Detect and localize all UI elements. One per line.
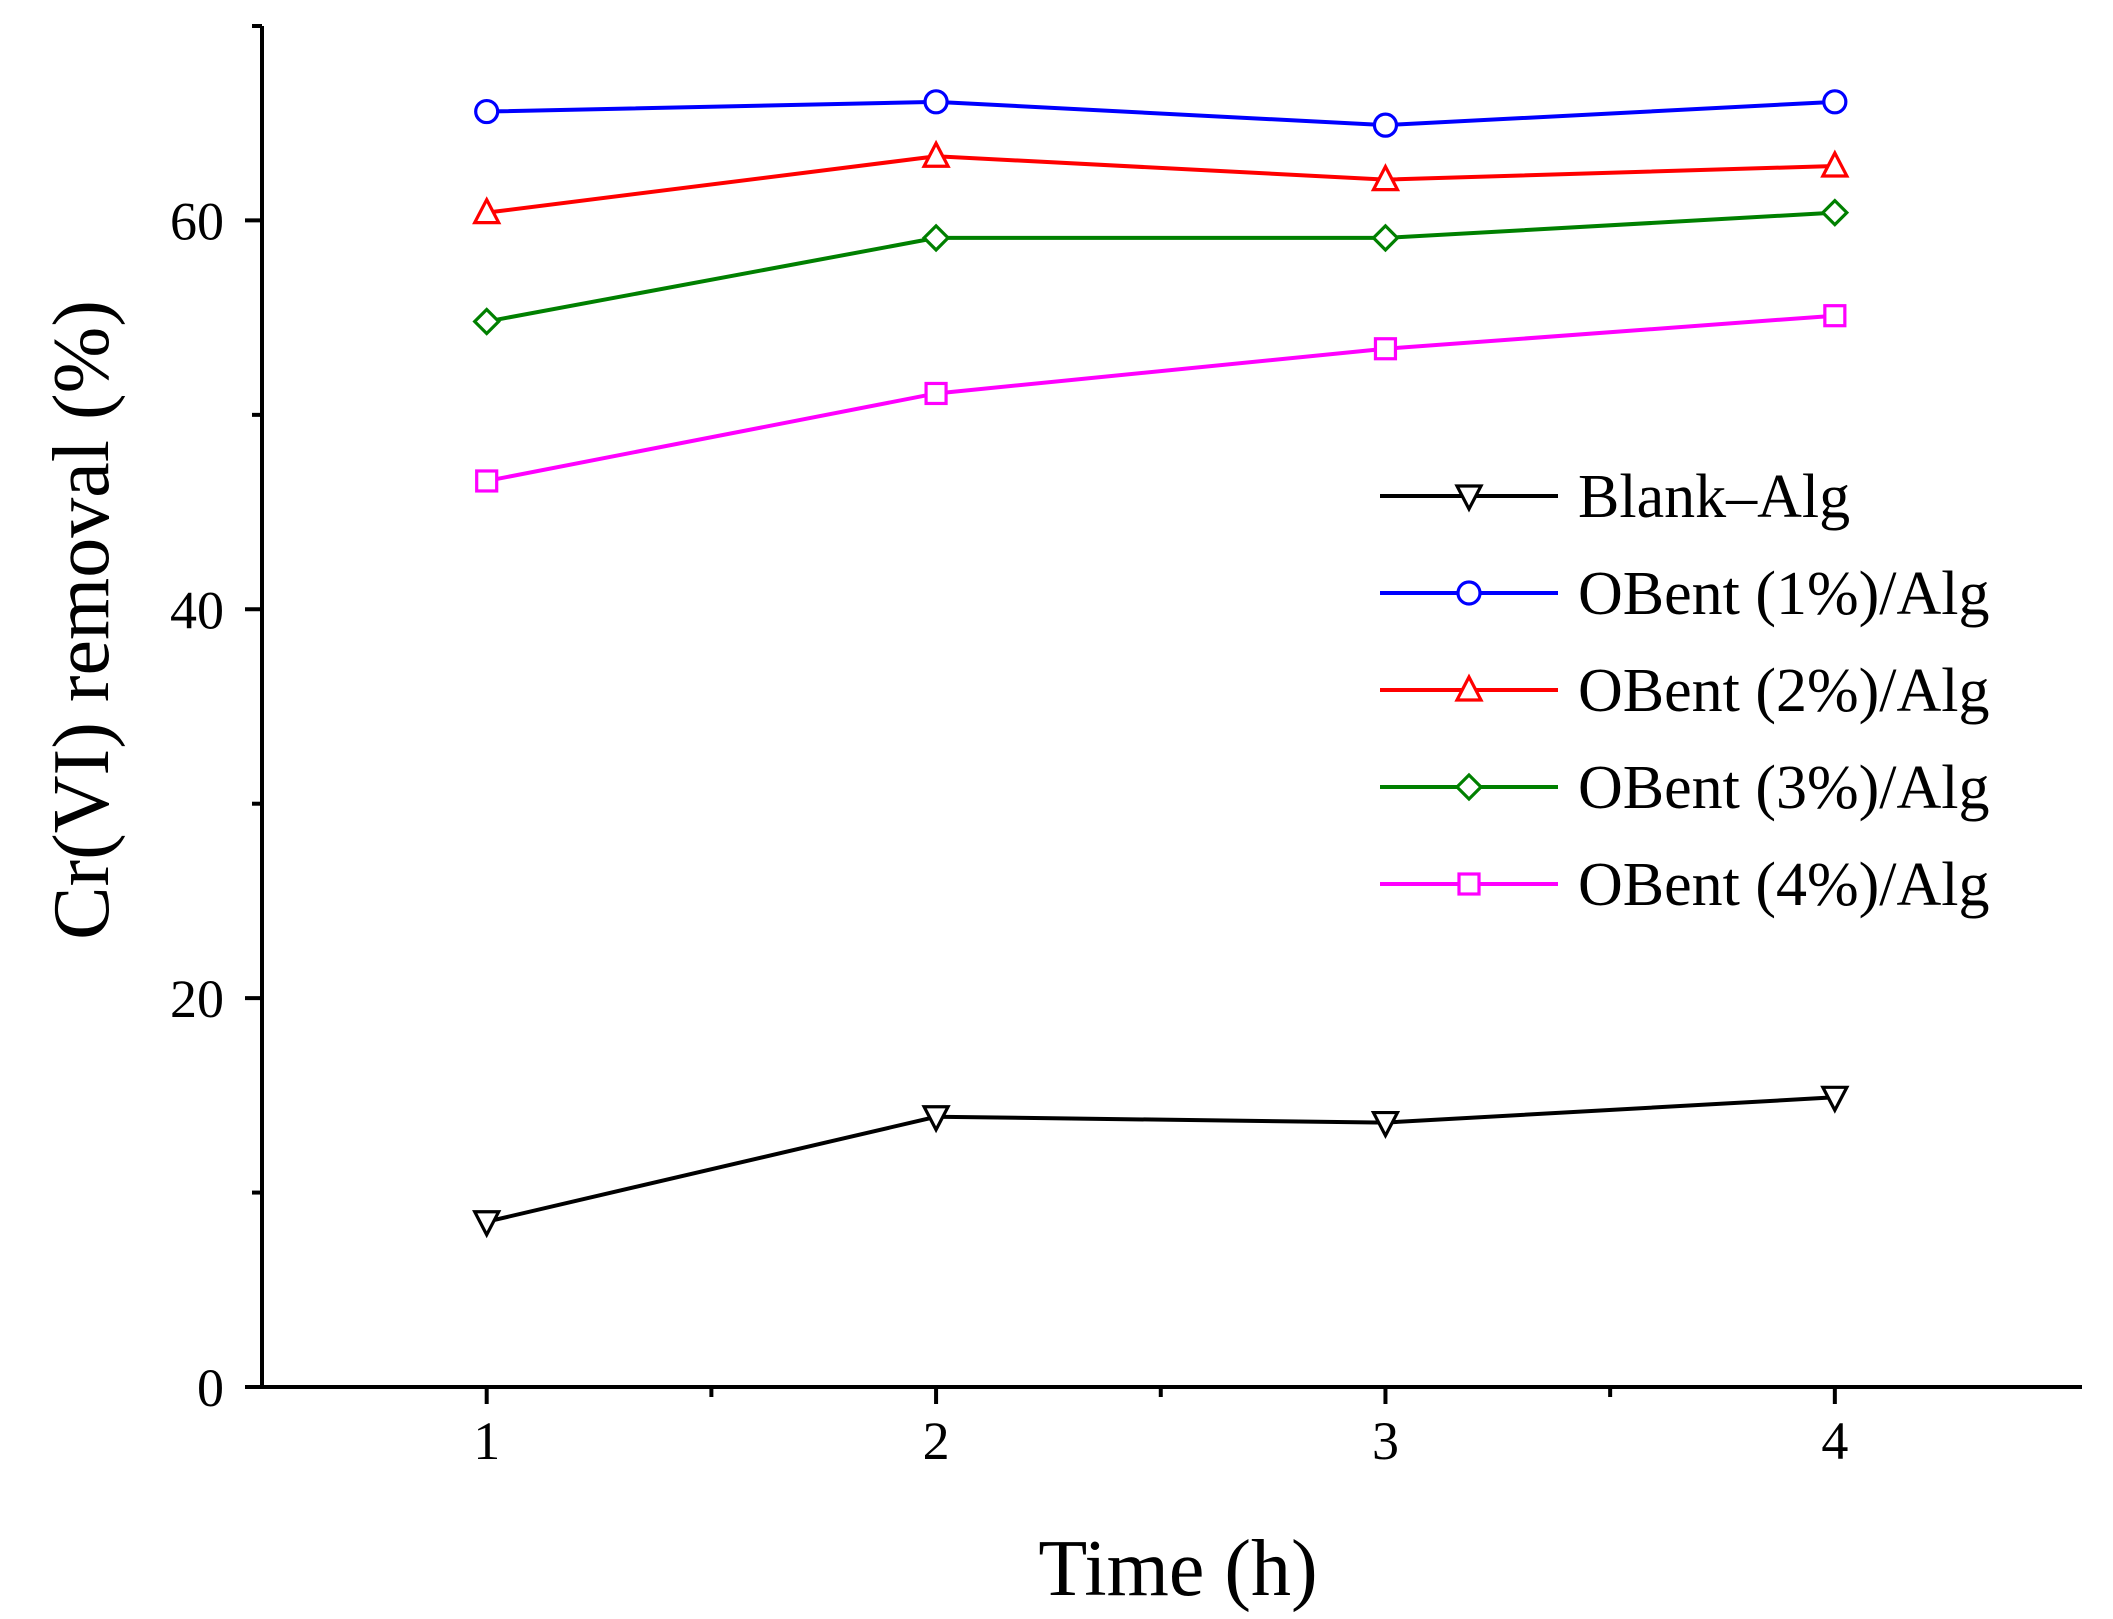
x-tick-label: 4: [1821, 1411, 1848, 1471]
legend-marker: [1457, 872, 1481, 896]
series-2: [474, 89, 1848, 138]
x-tick-label: 2: [923, 1411, 950, 1471]
legend-item: OBent (2%)/Alg: [1380, 657, 1990, 725]
series-3: [472, 139, 1850, 225]
y-tick-label: 0: [197, 1358, 224, 1418]
data-point: [923, 89, 949, 115]
data-point: [1822, 89, 1848, 115]
legend-marker: [1456, 580, 1482, 606]
data-point: [1373, 337, 1398, 361]
legend-label: OBent (2%)/Alg: [1578, 657, 1990, 725]
data-point: [472, 196, 502, 225]
data-point: [921, 223, 951, 253]
legend-label: Blank–Alg: [1578, 463, 1850, 531]
axes: [260, 26, 2082, 1389]
data-point: [1372, 112, 1399, 138]
data-point: [472, 307, 501, 336]
legend: Blank–Alg OBent (1%)/Alg OBent (2%)/Alg OBe…: [1380, 463, 1990, 919]
legend-item: Blank–Alg: [1380, 463, 1850, 531]
plot-area: [472, 89, 1850, 1239]
legend-marker: [1454, 673, 1484, 702]
data-point: [1823, 304, 1847, 328]
data-point: [921, 1105, 951, 1134]
series-4: [472, 198, 1850, 336]
series-line: [486, 99, 1835, 128]
legend-marker: [1454, 772, 1484, 802]
legend-label: OBent (4%)/Alg: [1578, 851, 1990, 919]
legend-item: OBent (1%)/Alg: [1380, 560, 1990, 628]
legend-label: OBent (3%)/Alg: [1578, 754, 1990, 822]
data-point: [1820, 149, 1850, 178]
series-1: [472, 1085, 1850, 1239]
data-point: [921, 139, 951, 168]
data-point: [1820, 1085, 1850, 1114]
data-point: [1820, 198, 1850, 227]
series-line: [486, 210, 1835, 324]
data-point: [475, 469, 499, 493]
data-point: [1370, 163, 1401, 192]
data-point: [472, 1210, 502, 1239]
legend-item: OBent (3%)/Alg: [1380, 754, 1990, 822]
data-point: [474, 98, 500, 125]
data-point: [1370, 1110, 1401, 1140]
data-point: [924, 381, 948, 406]
legend-label: OBent (1%)/Alg: [1578, 560, 1990, 628]
y-axis-title: Cr(VI) removal (%): [38, 300, 126, 940]
legend-marker: [1454, 484, 1484, 513]
series-line: [486, 1095, 1835, 1224]
y-tick-label: 60: [170, 191, 224, 251]
axis-ticks: 0 20 40 60 1 2 3 4: [170, 24, 1848, 1471]
x-tick-label: 1: [473, 1411, 500, 1471]
y-tick-label: 40: [170, 580, 224, 640]
legend-item: OBent (4%)/Alg: [1380, 851, 1990, 919]
x-axis-title: Time (h): [1038, 1525, 1317, 1613]
x-tick-label: 3: [1372, 1411, 1399, 1471]
series-line: [486, 154, 1835, 215]
y-tick-label: 20: [170, 969, 224, 1029]
data-point: [1371, 223, 1400, 253]
series-5: [475, 304, 1847, 493]
series-line: [486, 313, 1835, 483]
